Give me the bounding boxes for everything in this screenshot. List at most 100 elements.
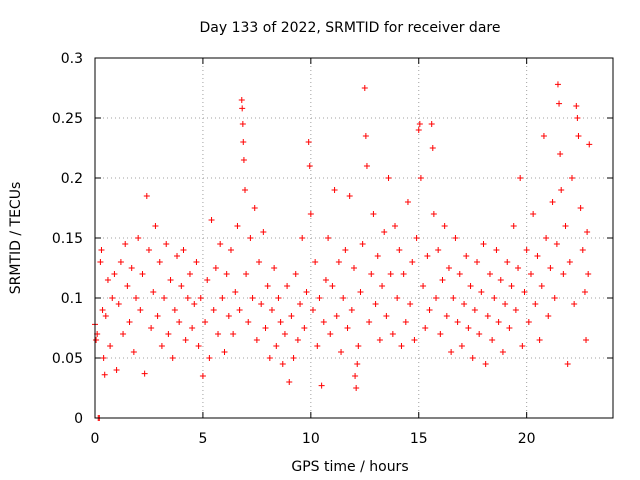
data-point: [381, 229, 388, 235]
data-point: [493, 247, 500, 253]
data-point: [532, 301, 539, 307]
data-point: [260, 229, 267, 235]
data-point: [389, 331, 396, 337]
data-point: [176, 319, 183, 325]
data-point: [158, 343, 165, 349]
data-point: [361, 85, 368, 91]
data-point: [566, 259, 573, 265]
data-point: [515, 265, 522, 271]
data-point: [489, 337, 496, 343]
data-point: [465, 325, 472, 331]
data-point: [206, 355, 213, 361]
data-point: [294, 337, 301, 343]
data-point: [275, 295, 282, 301]
data-point: [439, 277, 446, 283]
data-point: [519, 343, 526, 349]
data-point: [579, 247, 586, 253]
data-point: [385, 175, 392, 181]
data-point: [536, 337, 543, 343]
data-point: [478, 289, 485, 295]
data-point: [497, 277, 504, 283]
data-point: [392, 223, 399, 229]
data-point: [458, 343, 465, 349]
data-point: [584, 229, 591, 235]
data-point: [521, 289, 528, 295]
x-tick-label: 10: [302, 431, 320, 447]
data-point: [400, 271, 407, 277]
data-point: [335, 259, 342, 265]
data-point: [322, 277, 329, 283]
data-point: [333, 313, 340, 319]
data-point: [510, 223, 517, 229]
data-point: [161, 295, 168, 301]
data-point: [416, 121, 423, 127]
data-point: [143, 193, 150, 199]
data-point: [574, 115, 581, 121]
data-point: [486, 271, 493, 277]
data-point: [359, 241, 366, 247]
data-point: [422, 325, 429, 331]
data-point: [109, 295, 116, 301]
data-point: [581, 289, 588, 295]
data-point: [251, 205, 258, 211]
data-point: [474, 259, 481, 265]
data-point: [454, 319, 461, 325]
data-point: [540, 133, 547, 139]
data-point: [426, 307, 433, 313]
data-point: [239, 121, 246, 127]
data-point: [256, 259, 263, 265]
data-point: [297, 301, 304, 307]
data-point: [306, 163, 313, 169]
data-point: [299, 235, 306, 241]
data-point: [558, 187, 565, 193]
data-point: [433, 295, 440, 301]
data-point: [583, 337, 590, 343]
data-point: [398, 343, 405, 349]
data-point: [107, 343, 114, 349]
y-tick-label: 0.1: [61, 291, 83, 307]
data-point: [394, 295, 401, 301]
data-point: [402, 319, 409, 325]
data-point: [130, 349, 137, 355]
data-point: [502, 301, 509, 307]
data-point: [128, 265, 135, 271]
data-point: [429, 145, 436, 151]
data-point: [575, 133, 582, 139]
data-point: [238, 97, 245, 103]
data-point: [305, 139, 312, 145]
data-point: [273, 343, 280, 349]
data-point: [239, 105, 246, 112]
data-point: [554, 81, 561, 88]
data-point: [517, 175, 524, 181]
data-point: [527, 271, 534, 277]
data-point: [430, 211, 437, 217]
data-point: [495, 319, 502, 325]
data-point: [135, 235, 142, 241]
data-point: [545, 313, 552, 319]
data-point: [234, 223, 241, 229]
data-point: [372, 301, 379, 307]
data-point: [204, 277, 211, 283]
data-point: [154, 313, 161, 319]
data-point: [387, 271, 394, 277]
data-point: [491, 295, 498, 301]
data-point: [370, 211, 377, 217]
data-point: [247, 235, 254, 241]
data-point: [245, 319, 252, 325]
data-point: [568, 175, 575, 181]
data-point: [543, 235, 550, 241]
data-point: [357, 289, 364, 295]
data-point: [215, 331, 222, 337]
gridlines: [95, 58, 613, 418]
data-point: [443, 313, 450, 319]
y-tick-label: 0: [74, 411, 83, 427]
data-point: [102, 313, 109, 319]
data-point: [277, 319, 284, 325]
data-point: [417, 175, 424, 181]
data-point: [178, 283, 185, 289]
data-point: [186, 271, 193, 277]
data-point: [104, 277, 111, 283]
data-point: [499, 349, 506, 355]
data-point: [428, 121, 435, 127]
